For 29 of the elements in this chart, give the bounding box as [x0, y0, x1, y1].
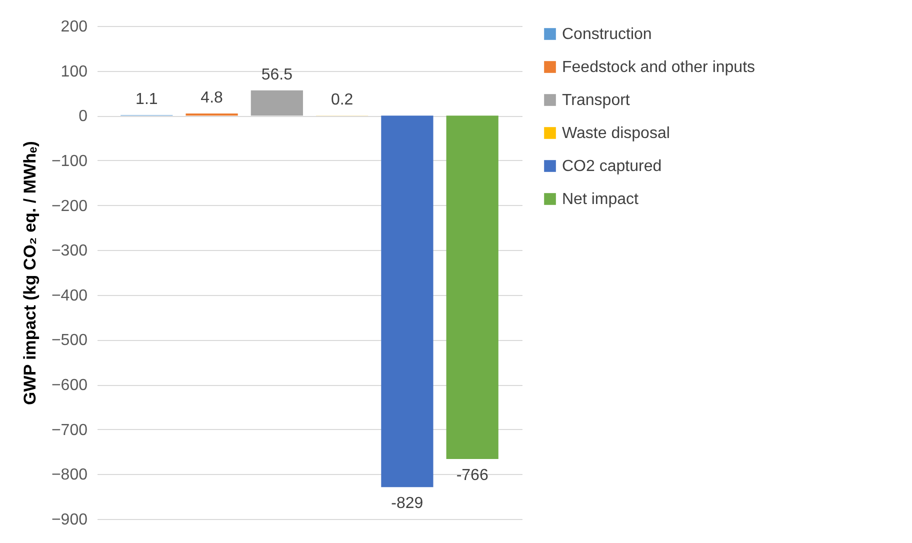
- y-tick-label: −200: [51, 198, 88, 215]
- legend-label: Net impact: [562, 191, 640, 208]
- data-label: 1.1: [136, 91, 158, 108]
- bar: [381, 116, 434, 488]
- legend-label: Feedstock and other inputs: [562, 59, 756, 76]
- bar: [186, 113, 238, 116]
- legend-label: Waste disposal: [562, 125, 670, 142]
- y-tick-label: −700: [51, 422, 88, 439]
- y-tick-label: −100: [51, 152, 88, 170]
- bar: [446, 116, 498, 459]
- y-axis-title: GWP impact (kg CO₂ eq. / MWhₑ): [20, 141, 40, 405]
- bar: [250, 90, 303, 116]
- data-label: 4.8: [200, 89, 224, 106]
- legend-label: Transport: [562, 92, 630, 109]
- y-tick-label: 0: [78, 108, 88, 126]
- y-tick-label: 200: [60, 18, 88, 36]
- data-label: 56.5: [261, 66, 293, 84]
- data-label: 0.2: [330, 92, 354, 109]
- y-tick-label: −900: [51, 512, 88, 528]
- legend-label: CO2 captured: [562, 158, 662, 175]
- y-tick-label: −600: [51, 377, 88, 394]
- y-tick-label: −300: [51, 242, 88, 260]
- y-tick-label: 100: [60, 63, 88, 80]
- data-label: -766: [456, 466, 488, 484]
- data-label: -829: [391, 495, 424, 512]
- y-tick-label: −800: [51, 466, 88, 484]
- legend-label: Construction: [562, 26, 652, 43]
- y-tick-label: −500: [51, 332, 88, 350]
- y-tick-label: −400: [51, 287, 88, 304]
